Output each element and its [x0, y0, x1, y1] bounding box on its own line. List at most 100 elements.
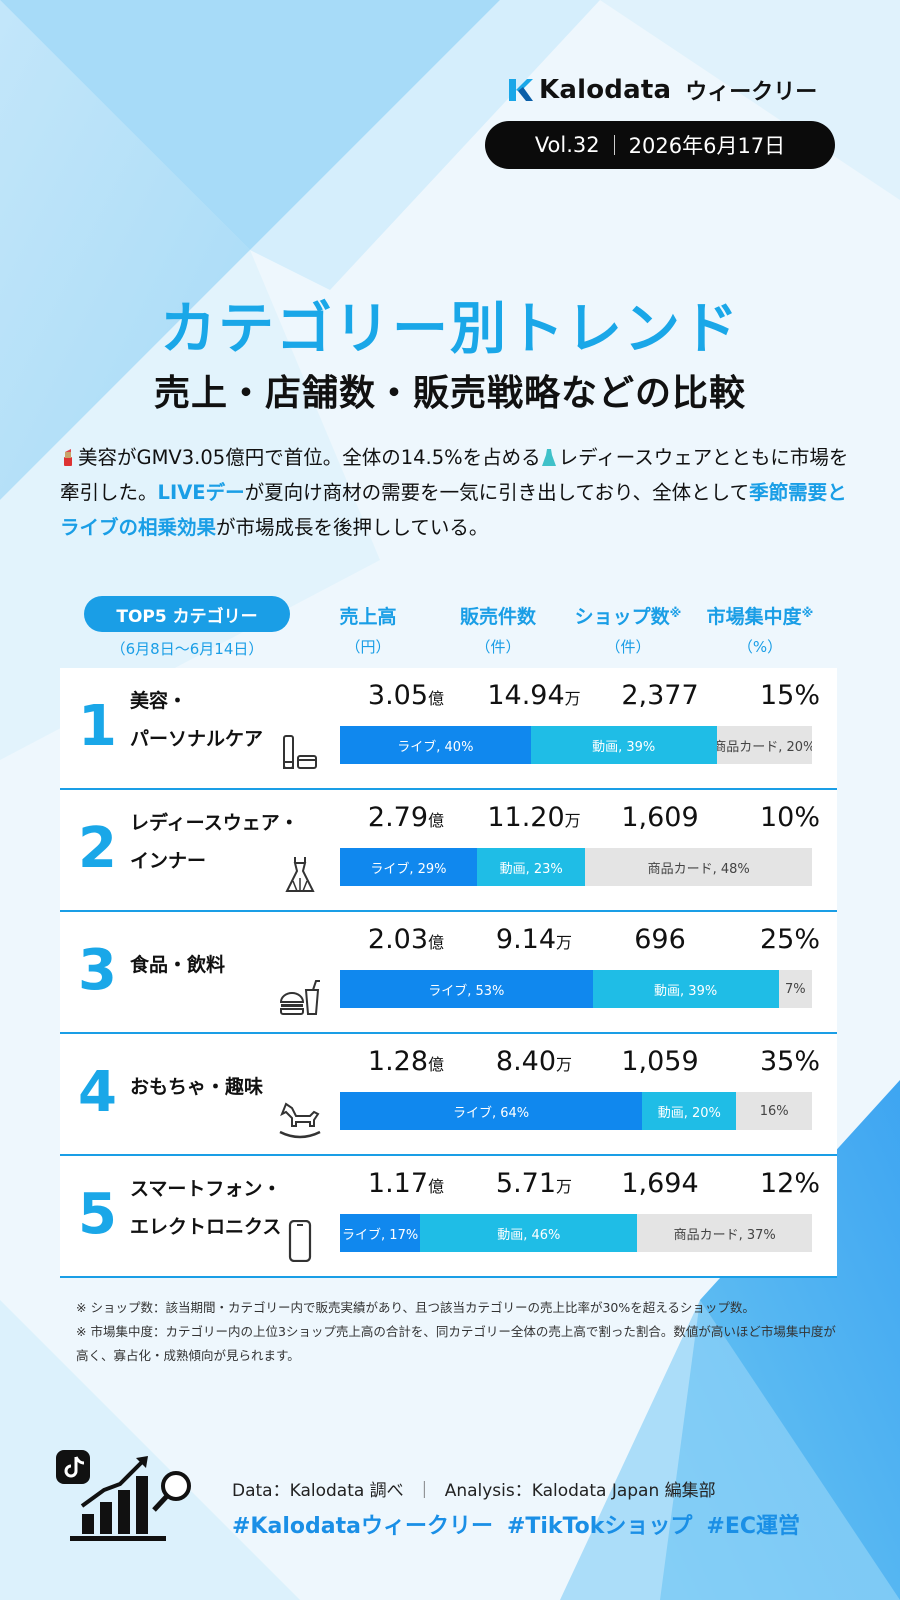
summary-part-4: が市場成長を後押ししている。	[216, 516, 489, 539]
kalodata-logo-icon	[509, 79, 533, 101]
channel-share-bar: ライブ, 40% 動画, 39% 商品カード, 20%	[340, 726, 812, 764]
volume-date-badge: Vol.32 2026年6月17日	[485, 121, 835, 169]
units-sold-value: 14.94万	[487, 680, 581, 711]
shop-count-value: 1,059	[621, 1046, 699, 1077]
metric-unit: 万	[556, 1055, 573, 1074]
sales-value: 1.28億	[367, 1046, 445, 1077]
bar-segment-card: 商品カード, 37%	[637, 1214, 812, 1252]
channel-share-bar: ライブ, 29% 動画, 23% 商品カード, 48%	[340, 848, 812, 886]
rank-number: 1	[78, 694, 117, 759]
column-header-units: 販売件数	[459, 606, 536, 628]
rank-number: 2	[78, 816, 117, 881]
brand-header: Kalodata ウィークリー	[507, 72, 817, 108]
summary-part-2: レディースウェアとともに市場を牽引した。	[60, 446, 849, 504]
rank-number: 5	[78, 1182, 117, 1247]
channel-share-bar: ライブ, 53% 動画, 39% 7%	[340, 970, 812, 1008]
column-unit-shops: （件）	[605, 638, 651, 656]
sales-value: 2.03億	[367, 924, 445, 955]
market-concentration-value: 15%	[759, 680, 820, 711]
rocking-horse-icon	[278, 1098, 322, 1140]
lipstick-emoji	[64, 449, 72, 466]
footer-separator: ｜	[415, 1481, 433, 1501]
sales-value: 3.05億	[367, 680, 445, 711]
summary-text: 美容がGMV3.05億円で首位。全体の14.5%を占める レディースウェアととも…	[60, 440, 850, 545]
hashtag[interactable]: #Kalodataウィークリー	[232, 1514, 493, 1539]
category-name-line: インナー	[130, 850, 207, 872]
category-row: 4 おもちゃ・趣味 1.28億 8.40万 1,059 35% ライブ, 64% 動画, 20…	[60, 1034, 837, 1156]
channel-share-bar: ライブ, 64% 動画, 20% 16%	[340, 1092, 812, 1130]
page-subtitle: 売上・店舗数・販売戦略などの比較	[153, 373, 746, 414]
category-name: スマートフォン・ エレクトロニクス	[130, 1170, 300, 1246]
market-concentration-value: 25%	[759, 924, 820, 955]
column-header-sales: 売上高	[339, 606, 397, 628]
brand-name: Kalodata	[539, 75, 672, 105]
market-concentration-value: 10%	[759, 802, 820, 833]
column-header-concentration: 市場集中度※	[706, 606, 814, 628]
rank-number: 4	[78, 1060, 117, 1125]
channel-share-bar: ライブ, 17% 動画, 46% 商品カード, 37%	[340, 1214, 812, 1252]
dress-icon	[278, 854, 322, 896]
shop-count-value: 1,609	[621, 802, 699, 833]
bar-segment-video: 動画, 20%	[642, 1092, 737, 1130]
volume-label: Vol.32	[534, 133, 600, 157]
category-name: 美容・パーソナルケア	[130, 682, 300, 758]
metric-unit: 万	[556, 933, 573, 952]
analysis-credit: Analysis：Kalodata Japan 編集部	[444, 1481, 716, 1501]
category-name: 食品・飲料	[130, 946, 300, 984]
metric-unit: 億	[428, 933, 445, 952]
bar-segment-video: 動画, 39%	[592, 970, 779, 1008]
metric-unit: 億	[428, 1055, 445, 1074]
metric-unit: 億	[428, 1177, 445, 1196]
summary-part-3: が夏向け商材の需要を一気に引き出しており、全体として	[244, 481, 750, 504]
units-sold-value: 11.20万	[487, 802, 581, 833]
sales-value: 2.79億	[367, 802, 445, 833]
bar-segment-card: 16%	[736, 1092, 812, 1130]
hashtags: #Kalodataウィークリー #TikTokショップ #EC運営	[232, 1508, 800, 1540]
divider	[613, 135, 615, 155]
category-row: 5 スマートフォン・ エレクトロニクス 1.17億 5.71万 1,694 12% ライブ, …	[60, 1156, 837, 1278]
chart-analysis-icon	[56, 1450, 191, 1541]
bar-segment-live: ライブ, 64%	[340, 1092, 643, 1130]
column-header-shops: ショップ数※	[574, 606, 682, 628]
units-sold-value: 5.71万	[495, 1168, 573, 1199]
shop-count-value: 696	[634, 924, 686, 955]
category-name: レディースウェア・ インナー	[130, 804, 300, 880]
category-row: 3 食品・飲料 2.03億 9.14万 696 25% ライブ, 53% 動画, 39% 7%	[60, 912, 837, 1034]
footnotes: ※ ショップ数：該当期間・カテゴリー内で販売実績があり、且つ該当カテゴリーの売上…	[76, 1296, 846, 1368]
issue-date: 2026年6月17日	[628, 134, 786, 158]
bar-segment-card: 7%	[778, 970, 812, 1008]
hashtag[interactable]: #EC運営	[706, 1514, 801, 1539]
metric-unit: 万	[564, 689, 581, 708]
bar-segment-video: 動画, 39%	[530, 726, 717, 764]
hashtag[interactable]: #TikTokショップ	[506, 1514, 693, 1539]
metric-unit: 億	[428, 689, 445, 708]
summary-highlight-synergy: 季節需要とライブの相乗効果	[60, 481, 847, 539]
bar-segment-video: 動画, 23%	[476, 848, 586, 886]
category-name-line: おもちゃ・趣味	[130, 1076, 264, 1098]
dress-emoji	[541, 449, 556, 466]
bar-segment-live: ライブ, 40%	[340, 726, 531, 764]
column-unit-concentration: （%）	[737, 638, 783, 656]
footnote-shops: ※ ショップ数：該当期間・カテゴリー内で販売実績があり、且つ該当カテゴリーの売上…	[76, 1300, 755, 1315]
summary-highlight-live-day: LIVEデー	[157, 481, 245, 504]
category-name-line: 食品・飲料	[130, 954, 226, 976]
metric-unit: 億	[428, 811, 445, 830]
metric-unit: 万	[556, 1177, 573, 1196]
category-name-line: 美容・	[130, 690, 188, 712]
footnote-concentration: ※ 市場集中度：カテゴリー内の上位3ショップ売上高の合計を、同カテゴリー全体の売…	[76, 1324, 836, 1363]
category-name-line: パーソナルケア	[130, 728, 264, 750]
rank-number: 3	[78, 938, 117, 1003]
category-name-line: エレクトロニクス	[130, 1216, 282, 1238]
market-concentration-value: 12%	[759, 1168, 820, 1199]
bar-segment-video: 動画, 46%	[420, 1214, 638, 1252]
data-source: Data：Kalodata 調べ	[232, 1481, 404, 1501]
bar-segment-card: 商品カード, 20%	[716, 726, 812, 764]
bar-segment-live: ライブ, 29%	[340, 848, 477, 886]
shop-count-value: 1,694	[621, 1168, 699, 1199]
column-unit-sales: （円）	[345, 638, 391, 656]
shop-count-value: 2,377	[621, 680, 699, 711]
column-unit-units: （件）	[475, 638, 521, 656]
category-row: 1 美容・ パーソナルケア 3.05億 14.94万 2,377 15% ライブ, 40% 動画…	[60, 668, 837, 790]
page-title: カテゴリー別トレンド	[160, 297, 740, 362]
category-name: おもちゃ・趣味	[130, 1068, 300, 1106]
